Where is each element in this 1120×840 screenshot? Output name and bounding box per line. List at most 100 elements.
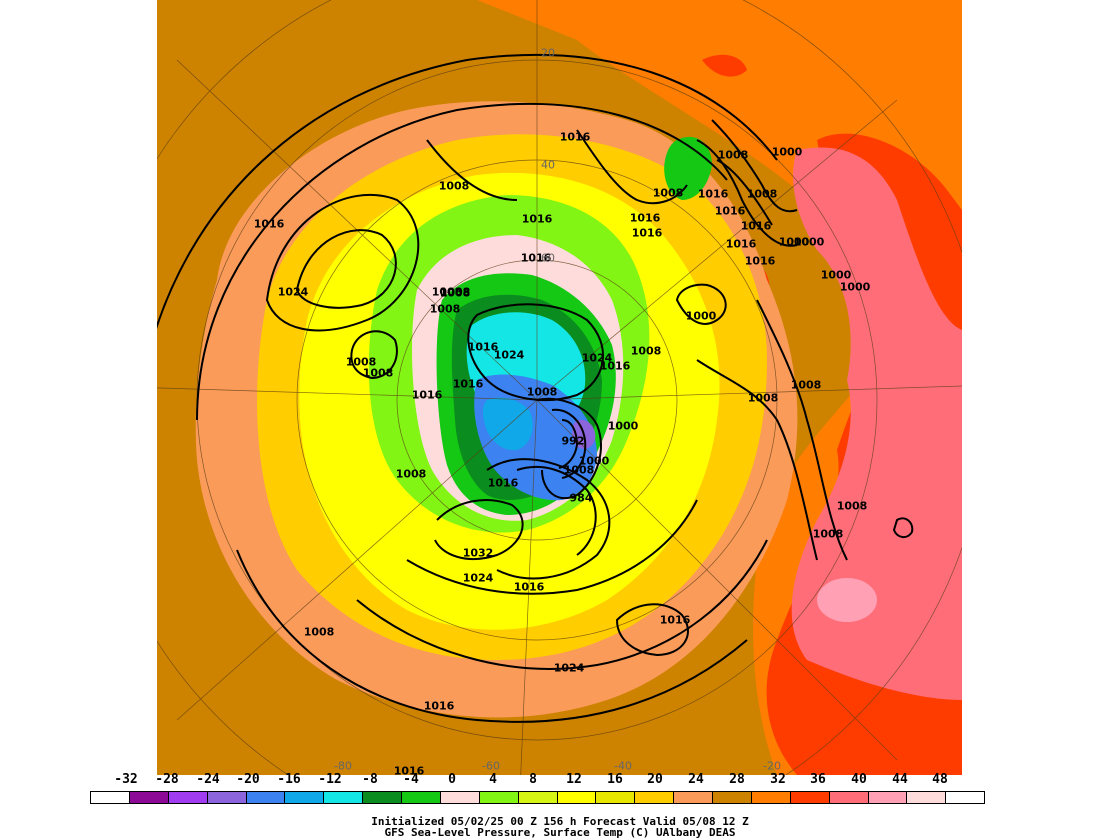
- latitude-label: 20: [541, 46, 555, 60]
- colorbar-tick: 8: [529, 772, 537, 787]
- colorbar-tick: 0: [448, 772, 456, 787]
- isobar-label: 1016: [521, 212, 553, 226]
- isobar-label: 1016: [487, 476, 519, 490]
- colorbar-tick: 4: [489, 772, 497, 787]
- colorbar-swatch: [946, 792, 985, 803]
- isobar-label: 1016: [423, 699, 455, 713]
- map-canvas: [157, 0, 962, 775]
- colorbar-tick: -24: [196, 772, 220, 787]
- colorbar-swatch: [868, 792, 908, 803]
- colorbar-swatch: [596, 792, 636, 803]
- isobar-label: 1024: [277, 285, 309, 299]
- isobar-label: 1016: [520, 251, 552, 265]
- isobar-label: 1016: [714, 204, 746, 218]
- isobar-label: 1016: [631, 226, 663, 240]
- isobar-label: 1008: [652, 186, 684, 200]
- colorbar-swatch: [324, 792, 364, 803]
- colorbar-swatch: [129, 792, 169, 803]
- isobar-label: 1016: [599, 359, 631, 373]
- latitude-label: 60: [541, 251, 555, 265]
- longitude-label: -40: [614, 759, 632, 773]
- isobar-label: 1008: [526, 385, 558, 399]
- colorbar-tick: 48: [932, 772, 948, 787]
- colorbar-tick: 20: [647, 772, 663, 787]
- isobar-label: 1000: [578, 454, 610, 468]
- caption-line-1: Initialized 05/02/25 00 Z 156 h Forecast…: [371, 815, 749, 828]
- isobar-label: 1008: [790, 378, 822, 392]
- isobar-label: 1016: [725, 237, 757, 251]
- isobar-label: 1016: [697, 187, 729, 201]
- temp-field-lightpink: [817, 578, 877, 622]
- colorbar-tick: 32: [770, 772, 786, 787]
- colorbar-tick: -20: [236, 772, 260, 787]
- colorbar-swatch: [207, 792, 247, 803]
- isobar-label: 1008: [630, 344, 662, 358]
- isobar-label: 1000: [771, 145, 803, 159]
- colorbar-tick: 16: [607, 772, 623, 787]
- isobar-label: 1008: [431, 285, 463, 299]
- isobar-label: 1000: [839, 280, 871, 294]
- colorbar-tick: 44: [892, 772, 908, 787]
- forecast-map: 1016 1008 1016 1024 1008 1016 1000 1008 …: [157, 0, 962, 775]
- colorbar-tick: -12: [318, 772, 342, 787]
- colorbar-tick: -32: [114, 772, 138, 787]
- isobar-label: 1008: [345, 355, 377, 369]
- temp-field-darkred-1: [702, 54, 747, 77]
- colorbar-swatch: [674, 792, 713, 803]
- isobar-label: 1016: [393, 764, 425, 776]
- isobar-label: 1008: [563, 463, 595, 477]
- isobar-label: 1000: [607, 419, 639, 433]
- colorbar-swatch: [440, 792, 480, 803]
- colorbar-swatch: [518, 792, 558, 803]
- colorbar-swatch: [246, 792, 286, 803]
- isobar-label: 1016: [559, 130, 591, 144]
- isobars: [157, 53, 914, 723]
- isobar-label: 1008: [747, 391, 779, 405]
- colorbar-swatch: [790, 792, 830, 803]
- colorbar-tick: 12: [566, 772, 582, 787]
- isobar-label: 1024: [581, 351, 613, 365]
- colorbar-tick: 36: [810, 772, 826, 787]
- colorbar-tick: 40: [851, 772, 867, 787]
- colorbar-tick: -28: [155, 772, 179, 787]
- isobar-label: 1024: [493, 348, 525, 362]
- temp-field-pink: [791, 147, 962, 700]
- colorbar-tick: -4: [403, 772, 419, 787]
- isobar-label: 1016: [744, 254, 776, 268]
- colorbar-swatch: [479, 792, 519, 803]
- colorbar-swatch: [635, 792, 675, 803]
- colorbar-swatch: [91, 792, 130, 803]
- isobar-label: 1008: [438, 179, 470, 193]
- isobar-label: 1008: [439, 285, 471, 299]
- isobar-label: 1008: [303, 625, 335, 639]
- temp-field-green-north: [664, 136, 712, 200]
- isobar-label: 1016: [659, 613, 691, 627]
- colorbar-swatch: [363, 792, 402, 803]
- isobar-label: 1008: [746, 187, 778, 201]
- isobar-label: 1016: [411, 388, 443, 402]
- colorbar-tick: -16: [277, 772, 301, 787]
- colorbar-tick: 24: [688, 772, 704, 787]
- isobar-label: 1008: [429, 302, 461, 316]
- colorbar-swatch: [907, 792, 947, 803]
- colorbar-tick: 28: [729, 772, 745, 787]
- isobar-label: 1016: [452, 377, 484, 391]
- isobar-label: 1016: [629, 211, 661, 225]
- isobar-label: 1016: [467, 340, 499, 354]
- colorbar-swatch: [751, 792, 791, 803]
- isobar-label: 1008: [395, 467, 427, 481]
- longitude-label: -20: [763, 759, 781, 773]
- colorbar-swatch: [402, 792, 441, 803]
- isobar-label: 984: [569, 491, 593, 505]
- isobar-label: 1032: [462, 546, 494, 560]
- colorbar-swatch: [285, 792, 325, 803]
- longitude-label: -80: [334, 759, 352, 773]
- isobar-label: 1000: [820, 268, 852, 282]
- isobar-label: 1016: [253, 217, 285, 231]
- latitude-label: 40: [541, 158, 555, 172]
- colorbar-ticks: -32 -28 -24 -20 -16 -12 -8 -4 0 4 8 12 1…: [88, 772, 986, 788]
- isobar-label: 1024: [462, 571, 494, 585]
- isobar-label: 1000: [778, 235, 810, 249]
- colorbar-tick: -8: [362, 772, 378, 787]
- isobar-label: 1008: [812, 527, 844, 541]
